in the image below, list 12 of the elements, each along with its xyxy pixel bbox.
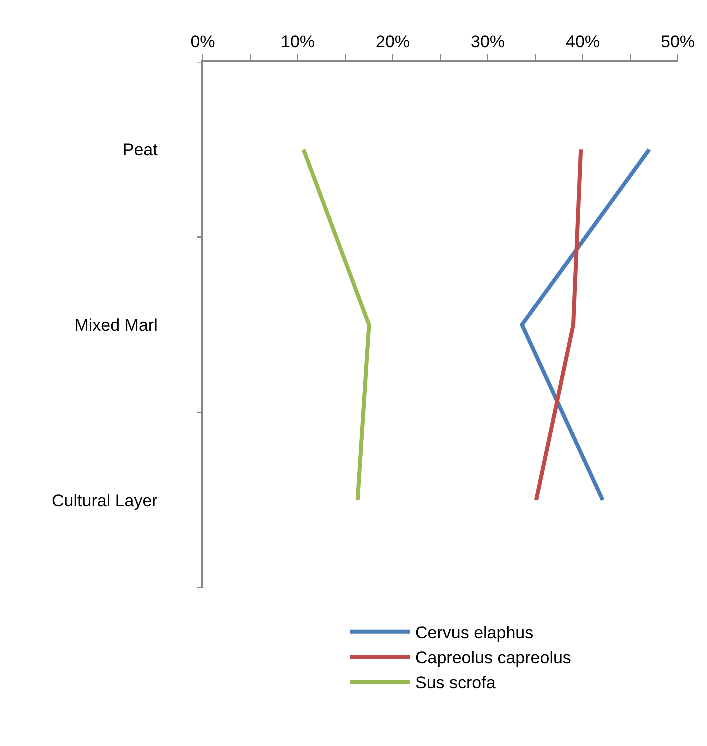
x-tick-label: 40% xyxy=(566,32,600,52)
legend-label: Cervus elaphus xyxy=(416,623,534,642)
x-tick-label: 0% xyxy=(190,32,216,52)
x-tick-label: 50% xyxy=(660,32,696,52)
y-tick-label: Peat xyxy=(122,140,158,160)
legend-label: Sus scrofa xyxy=(416,674,496,693)
x-tick-label: 30% xyxy=(470,32,506,52)
x-tick-label: 20% xyxy=(376,32,410,52)
y-tick-label: Cultural Layer xyxy=(52,491,158,510)
y-tick-label: Mixed Marl xyxy=(74,316,158,335)
legend-label: Capreolus capreolus xyxy=(416,648,572,668)
x-tick-label: 10% xyxy=(280,32,316,52)
